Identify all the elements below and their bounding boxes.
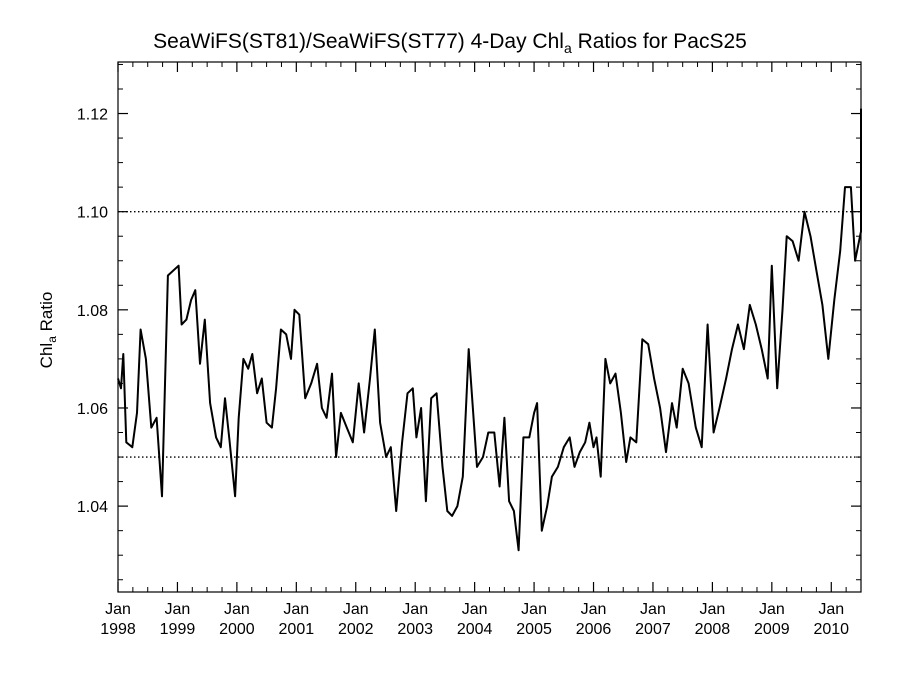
x-tick-month: Jan (402, 601, 428, 618)
x-tick-year: 2005 (516, 621, 552, 638)
x-tick-year: 2002 (338, 621, 374, 638)
x-tick-month: Jan (640, 601, 666, 618)
x-tick-year: 1998 (100, 621, 136, 638)
x-tick-month: Jan (165, 601, 191, 618)
x-axis-ticks: Jan 1998 Jan 1999 Jan 2000 Jan 2001 Jan 2002 Jan 20… (100, 62, 862, 638)
x-tick-year: 2006 (576, 621, 612, 638)
x-tick-year: 2001 (279, 621, 315, 638)
x-tick-month: Jan (818, 601, 844, 618)
y-tick-label: 1.04 (77, 499, 108, 516)
x-tick-month: Jan (521, 601, 547, 618)
x-tick-year: 2004 (457, 621, 493, 638)
plot-frame (117, 61, 862, 593)
y-axis-ticks: 1.04 1.06 1.08 1.10 1.12 (77, 63, 861, 581)
y-tick-label: 1.10 (77, 205, 108, 222)
x-tick-year: 2003 (397, 621, 433, 638)
series-line (117, 108, 862, 552)
x-tick-month: Jan (462, 601, 488, 618)
x-tick-month: Jan (105, 601, 131, 618)
x-tick-year: 2010 (813, 621, 849, 638)
y-tick-label: 1.06 (77, 401, 108, 418)
x-tick-year: 2007 (635, 621, 671, 638)
x-tick-month: Jan (581, 601, 607, 618)
y-tick-label: 1.08 (77, 303, 108, 320)
x-tick-year: 2009 (754, 621, 790, 638)
x-tick-month: Jan (700, 601, 726, 618)
x-tick-year: 1999 (160, 621, 196, 638)
y-tick-label: 1.12 (77, 107, 108, 124)
y-axis-label: Chla Ratio (36, 291, 60, 369)
x-tick-year: 2000 (219, 621, 255, 638)
x-tick-month: Jan (759, 601, 785, 618)
x-tick-year: 2008 (695, 621, 731, 638)
x-tick-month: Jan (283, 601, 309, 618)
chart-title: SeaWiFS(ST81)/SeaWiFS(ST77) 4-Day Chla R… (153, 30, 747, 57)
x-tick-month: Jan (224, 601, 250, 618)
x-tick-month: Jan (343, 601, 369, 618)
reference-lines (118, 211, 861, 458)
